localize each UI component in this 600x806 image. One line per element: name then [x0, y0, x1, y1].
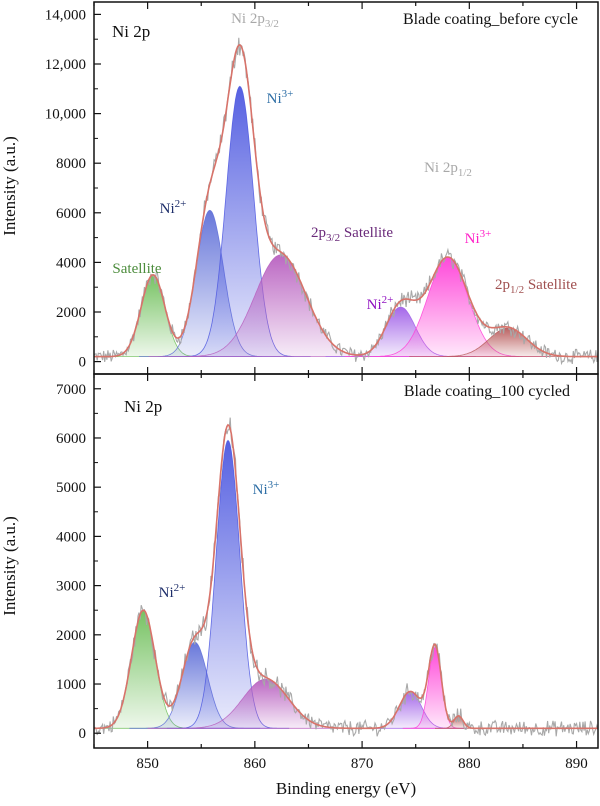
y-tick-label: 6000	[56, 206, 86, 222]
y-tick-label: 0	[79, 726, 87, 742]
bottom-y-axis-label: Intensity (a.u.)	[0, 516, 19, 616]
fit-envelope	[94, 423, 598, 730]
peak-annotation: Ni 2p3/2	[231, 11, 279, 30]
peak-annotation: Ni2+	[159, 582, 186, 601]
x-tick-label: 860	[244, 756, 267, 772]
bottom-panel: Blade coating_100 cycled Ni 2p 850 860 870…	[56, 373, 599, 772]
x-tick-label: 870	[351, 756, 374, 772]
plot-frame	[93, 373, 599, 749]
fit-envelope	[94, 44, 598, 358]
peak-annotation: 2p1/2 Satellite	[495, 277, 577, 296]
x-tick-label: 890	[565, 756, 588, 772]
peak-annotation: 2p3/2 Satellite	[311, 225, 393, 244]
top-panel-title: Blade coating_before cycle	[403, 11, 578, 28]
raw-spectrum	[94, 37, 598, 366]
y-tick-label: 8000	[56, 156, 86, 172]
top-y-axis-label: Intensity (a.u.)	[0, 136, 19, 236]
y-tick-label: 5000	[56, 480, 86, 496]
y-tick-label: 10,000	[45, 107, 86, 123]
peak-annotation: Ni2+	[160, 198, 187, 217]
y-tick-label: 2000	[56, 305, 86, 321]
y-tick-label: 12,000	[45, 57, 86, 73]
y-tick-label: 2000	[56, 628, 86, 644]
peak-annotation: Ni 2p1/2	[424, 160, 472, 179]
x-tick-label: 880	[458, 756, 481, 772]
y-tick-label: 6000	[56, 431, 86, 447]
plot-frame	[93, 1, 599, 375]
y-tick-label: 3000	[56, 579, 86, 595]
top-corner-label: Ni 2p	[112, 22, 150, 41]
peak-annotation: Ni2+	[367, 294, 394, 313]
plot-area	[94, 37, 598, 366]
bottom-panel-title: Blade coating_100 cycled	[404, 383, 570, 400]
bottom-corner-label: Ni 2p	[124, 397, 162, 416]
peak-annotation: Satellite	[112, 261, 161, 277]
y-tick-label: 14,000	[45, 7, 86, 23]
y-tick-label: 1000	[56, 677, 86, 693]
y-tick-label: 4000	[56, 529, 86, 545]
y-tick-label: 7000	[56, 382, 86, 398]
peak-annotation: Ni3+	[253, 479, 280, 498]
x-tick-label: 850	[136, 756, 159, 772]
peak-annotation: Ni3+	[267, 88, 294, 107]
raw-spectrum	[94, 417, 598, 738]
plot-area	[94, 417, 598, 738]
y-tick-label: 0	[79, 355, 87, 371]
x-axis-label: Binding energy (eV)	[276, 779, 416, 798]
peak-annotation: Ni3+	[465, 228, 492, 247]
top-panel: Blade coating_before cycle Ni 2p 0 2000 40…	[45, 1, 599, 375]
y-tick-label: 4000	[56, 255, 86, 271]
